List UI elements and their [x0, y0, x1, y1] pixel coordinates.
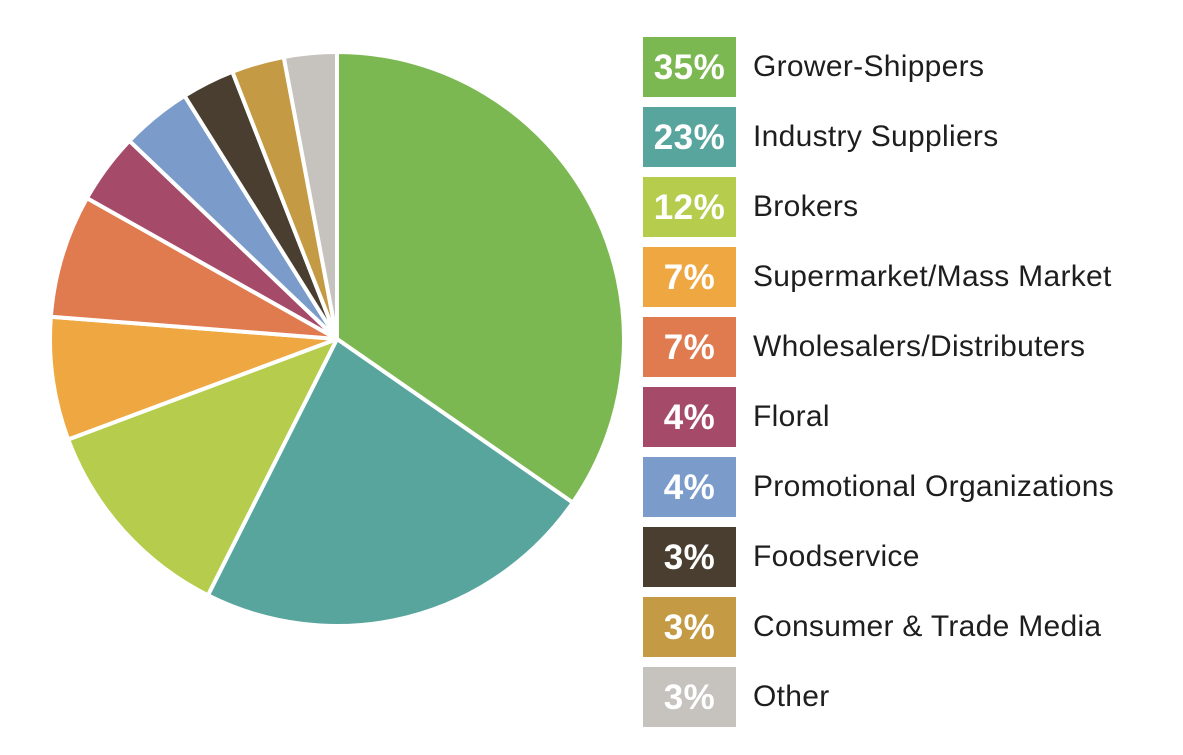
legend-percent: 3% [663, 537, 716, 577]
legend-item-floral: 4% Floral [643, 387, 1114, 447]
legend-swatch: 35% [643, 37, 736, 97]
legend-percent: 4% [663, 397, 716, 437]
legend-item-supermarket-mass-market: 7% Supermarket/Mass Market [643, 247, 1114, 307]
legend-item-grower-shippers: 35% Grower-Shippers [643, 37, 1114, 97]
legend-swatch: 23% [643, 107, 736, 167]
legend-swatch: 4% [643, 387, 736, 447]
legend-label: Supermarket/Mass Market [753, 260, 1112, 293]
pie-slice-industry-suppliers [205, 337, 575, 628]
legend-item-promotional-organizations: 4% Promotional Organizations [643, 457, 1114, 517]
pie-slice-supermarket-mass-market [48, 314, 339, 442]
legend-percent: 12% [653, 187, 726, 227]
legend-label: Wholesalers/Distributers [753, 330, 1086, 363]
legend-item-other: 3% Other [643, 667, 1114, 727]
legend-item-wholesalers-distributers: 7% Wholesalers/Distributers [643, 317, 1114, 377]
pie-slice-wholesalers-distributers [48, 196, 339, 341]
legend-label: Floral [753, 400, 830, 433]
legend-percent: 7% [663, 257, 716, 297]
legend-percent: 23% [653, 117, 726, 157]
legend-percent: 3% [663, 607, 716, 647]
pie-slice-brokers [66, 337, 339, 598]
legend-label: Other [753, 680, 830, 713]
legend-swatch: 7% [643, 317, 736, 377]
legend-percent: 3% [663, 677, 716, 717]
pie-slice-grower-shippers [335, 50, 626, 505]
legend: 35% Grower-Shippers 23% Industry Supplie… [643, 37, 1114, 727]
legend-percent: 7% [663, 327, 716, 367]
legend-swatch: 4% [643, 457, 736, 517]
legend-swatch: 3% [643, 667, 736, 727]
legend-swatch: 3% [643, 597, 736, 657]
legend-label: Foodservice [753, 540, 920, 573]
legend-item-foodservice: 3% Foodservice [643, 527, 1114, 587]
legend-percent: 35% [653, 47, 726, 87]
legend-percent: 4% [663, 467, 716, 507]
legend-label: Industry Suppliers [753, 120, 999, 153]
legend-label: Consumer & Trade Media [753, 610, 1102, 643]
legend-swatch: 3% [643, 527, 736, 587]
legend-item-consumer-trade-media: 3% Consumer & Trade Media [643, 597, 1114, 657]
legend-label: Grower-Shippers [753, 50, 985, 83]
legend-item-industry-suppliers: 23% Industry Suppliers [643, 107, 1114, 167]
legend-label: Brokers [753, 190, 859, 223]
legend-item-brokers: 12% Brokers [643, 177, 1114, 237]
pie-slice-other [281, 50, 339, 341]
legend-label: Promotional Organizations [753, 470, 1115, 503]
legend-swatch: 7% [643, 247, 736, 307]
legend-swatch: 12% [643, 177, 736, 237]
